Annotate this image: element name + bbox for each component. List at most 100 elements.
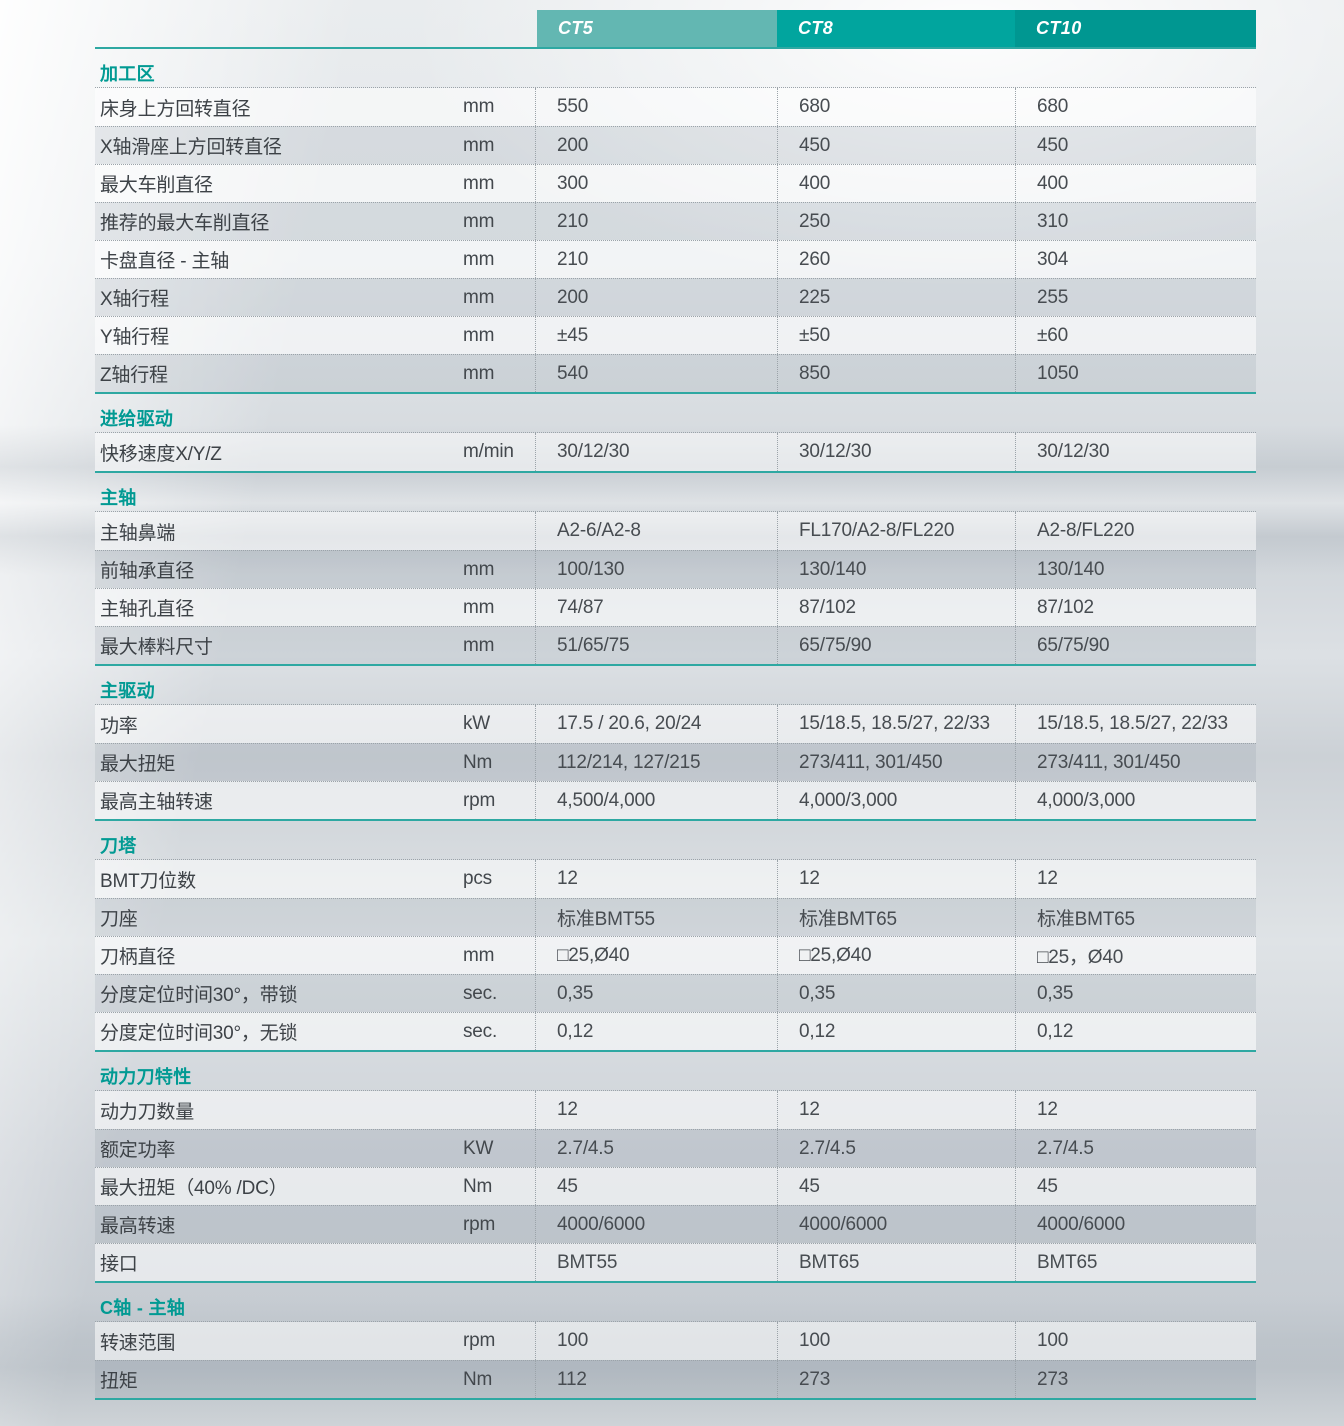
spec-label: 最大棒料尺寸 <box>100 637 213 658</box>
spec-unit: mm <box>463 324 495 346</box>
spec-unit: mm <box>463 596 495 618</box>
model-name: CT5 <box>558 18 594 38</box>
spec-row: 分度定位时间30°，无锁 sec. 0,12 0,12 0,12 <box>95 1012 1256 1050</box>
spec-row: 卡盘直径 - 主轴 mm 210 260 304 <box>95 240 1256 278</box>
spec-label: 快移速度X/Y/Z <box>100 443 222 465</box>
spec-section: 加工区 床身上方回转直径 mm 550 680 680 X轴滑座上方回转直径 m… <box>95 49 1256 394</box>
spec-unit: KW <box>463 1137 494 1159</box>
value-ct10: 65/75/90 <box>1015 627 1256 664</box>
value-ct8: 130/140 <box>777 551 1015 588</box>
spec-unit: pcs <box>463 868 492 889</box>
spec-unit: sec. <box>463 1020 498 1042</box>
model-header-row: CT5 CT8 CT10 <box>537 10 1256 47</box>
spec-row: BMT刀位数 pcs 12 12 12 <box>95 860 1256 898</box>
spec-row: 扭矩 Nm 112 273 273 <box>95 1360 1256 1398</box>
spec-row: 刀座 标准BMT55 标准BMT65 标准BMT65 <box>95 898 1256 936</box>
section-title: 主轴 <box>100 488 137 508</box>
spec-table: 加工区 床身上方回转直径 mm 550 680 680 X轴滑座上方回转直径 m… <box>95 47 1256 1400</box>
spec-unit <box>463 1091 535 1129</box>
spec-label: 最大扭矩（40% /DC） <box>100 1178 288 1199</box>
spec-row: 最大扭矩（40% /DC） Nm 45 45 45 <box>95 1167 1256 1205</box>
spec-label: 最大车削直径 <box>100 175 213 196</box>
value-ct10: 1050 <box>1015 355 1256 392</box>
spec-unit <box>463 899 535 936</box>
value-ct8: 273/411, 301/450 <box>777 744 1015 781</box>
value-ct10: 273 <box>1015 1361 1256 1398</box>
value-ct8: 4000/6000 <box>777 1206 1015 1243</box>
spec-unit: rpm <box>463 789 496 811</box>
spec-label: 床身上方回转直径 <box>100 98 251 120</box>
spec-row: 转速范围 rpm 100 100 100 <box>95 1322 1256 1360</box>
value-ct10: 12 <box>1015 860 1256 898</box>
spec-unit: mm <box>463 248 495 270</box>
model-name: CT10 <box>1036 18 1082 38</box>
spec-label: BMT刀位数 <box>100 870 196 892</box>
value-ct5: 540 <box>535 355 777 392</box>
model-name: CT8 <box>798 18 834 38</box>
spec-unit: Nm <box>463 1368 493 1390</box>
spec-label: Y轴行程 <box>100 327 169 348</box>
spec-unit: mm <box>463 634 495 656</box>
spec-unit: sec. <box>463 982 498 1004</box>
section-rows: 动力刀数量 12 12 12 额定功率 KW 2.7/4.5 2.7/4.5 2… <box>95 1090 1256 1281</box>
spec-unit: Nm <box>463 1175 493 1197</box>
spec-label: 推荐的最大车削直径 <box>100 213 270 234</box>
model-column-header-ct10: CT10 <box>1015 10 1256 47</box>
spec-unit: rpm <box>463 1330 496 1351</box>
spec-label: 分度定位时间30°，带锁 <box>100 985 298 1006</box>
value-ct8: 45 <box>777 1168 1015 1205</box>
spec-label: 功率 <box>100 715 138 737</box>
value-ct5: 51/65/75 <box>535 627 777 664</box>
spec-label: 额定功率 <box>100 1140 176 1161</box>
value-ct5: 200 <box>535 279 777 316</box>
value-ct8: 273 <box>777 1361 1015 1398</box>
value-ct5: ±45 <box>535 317 777 354</box>
spec-unit: mm <box>463 96 495 117</box>
value-ct8: 12 <box>777 860 1015 898</box>
value-ct5: A2-6/A2-8 <box>535 512 777 550</box>
value-ct5: 4,500/4,000 <box>535 782 777 819</box>
section-title: C轴 - 主轴 <box>100 1298 186 1318</box>
spec-row: 主轴鼻端 A2-6/A2-8 FL170/A2-8/FL220 A2-8/FL2… <box>95 512 1256 550</box>
value-ct5: 12 <box>535 860 777 898</box>
spec-unit: mm <box>463 558 495 580</box>
spec-section: 动力刀特性 动力刀数量 12 12 12 额定功率 KW 2.7/4.5 2.7… <box>95 1052 1256 1283</box>
value-ct10: 304 <box>1015 241 1256 278</box>
spec-row: 前轴承直径 mm 100/130 130/140 130/140 <box>95 550 1256 588</box>
spec-label: 转速范围 <box>100 1332 176 1354</box>
value-ct10: 2.7/4.5 <box>1015 1130 1256 1167</box>
value-ct10: 4,000/3,000 <box>1015 782 1256 819</box>
value-ct5: 550 <box>535 88 777 126</box>
section-title: 刀塔 <box>100 836 137 856</box>
value-ct5: 200 <box>535 127 777 164</box>
value-ct8: 标准BMT65 <box>777 899 1015 936</box>
spec-row: X轴滑座上方回转直径 mm 200 450 450 <box>95 126 1256 164</box>
spec-unit: Nm <box>463 751 493 773</box>
section-rows: 快移速度X/Y/Z m/min 30/12/30 30/12/30 30/12/… <box>95 432 1256 471</box>
spec-row: 最大车削直径 mm 300 400 400 <box>95 164 1256 202</box>
spec-unit: mm <box>463 286 495 308</box>
value-ct10: 15/18.5, 18.5/27, 22/33 <box>1015 705 1256 743</box>
value-ct10: 12 <box>1015 1091 1256 1129</box>
value-ct8: 4,000/3,000 <box>777 782 1015 819</box>
value-ct5: 0,35 <box>535 975 777 1012</box>
spec-row: 分度定位时间30°，带锁 sec. 0,35 0,35 0,35 <box>95 974 1256 1012</box>
spec-label: Z轴行程 <box>100 365 168 386</box>
spec-section: 进给驱动 快移速度X/Y/Z m/min 30/12/30 30/12/30 3… <box>95 394 1256 473</box>
value-ct8: 260 <box>777 241 1015 278</box>
spec-row: 刀柄直径 mm □25,Ø40 □25,Ø40 □25，Ø40 <box>95 936 1256 974</box>
spec-label: X轴行程 <box>100 289 169 310</box>
spec-row: 额定功率 KW 2.7/4.5 2.7/4.5 2.7/4.5 <box>95 1129 1256 1167</box>
section-title: 进给驱动 <box>100 409 174 429</box>
value-ct8: 2.7/4.5 <box>777 1130 1015 1167</box>
value-ct10: ±60 <box>1015 317 1256 354</box>
spec-unit: mm <box>463 172 495 194</box>
value-ct5: 100 <box>535 1322 777 1360</box>
spec-unit <box>463 512 535 550</box>
spec-label: 前轴承直径 <box>100 561 195 582</box>
spec-row: 最高转速 rpm 4000/6000 4000/6000 4000/6000 <box>95 1205 1256 1243</box>
spec-row: 最大棒料尺寸 mm 51/65/75 65/75/90 65/75/90 <box>95 626 1256 664</box>
value-ct8: 12 <box>777 1091 1015 1129</box>
value-ct5: 112 <box>535 1361 777 1398</box>
value-ct10: 45 <box>1015 1168 1256 1205</box>
